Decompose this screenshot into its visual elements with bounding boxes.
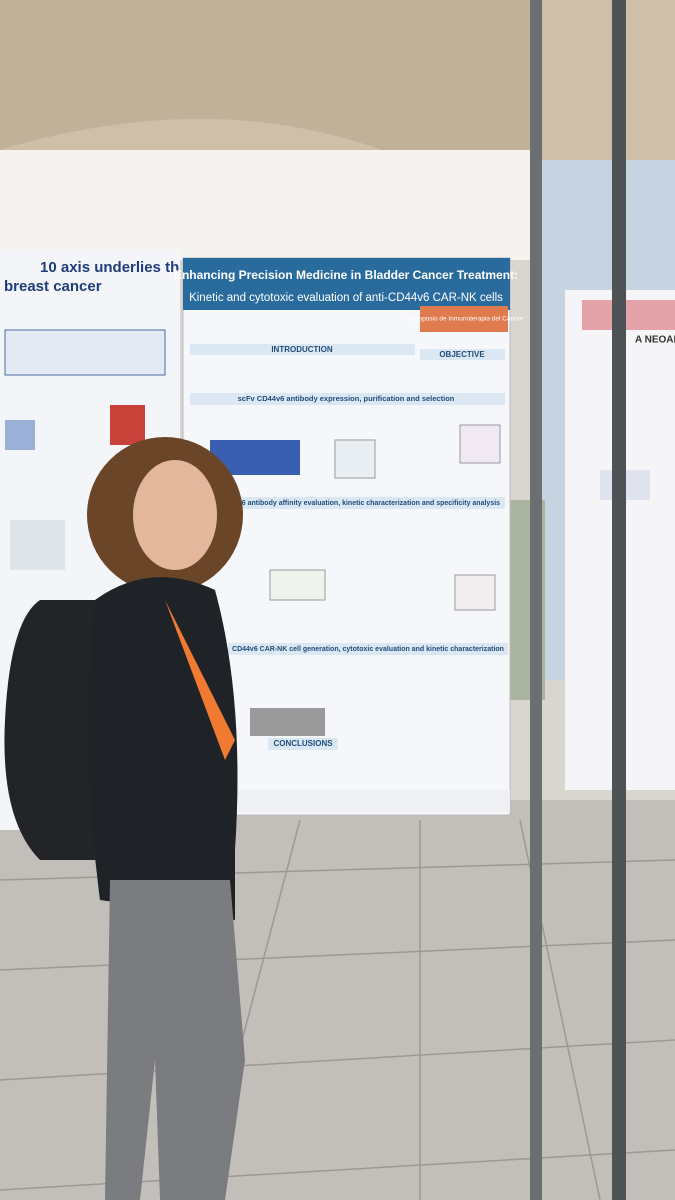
section-header <box>190 393 505 405</box>
poster-figure <box>454 574 496 611</box>
poster-figure <box>250 708 325 736</box>
section-title: INTRODUCTION <box>271 345 333 354</box>
section-title: scFv CD44v6 antibody expression, purific… <box>238 394 455 403</box>
poster-title: breast cancer <box>4 278 102 295</box>
poster-figure <box>334 439 376 479</box>
poster-figure <box>459 424 501 464</box>
glass-frame <box>612 0 626 1200</box>
section-title: CD44v6 antibody affinity evaluation, kin… <box>220 500 500 507</box>
poster-title: Enhancing Precision Medicine in Bladder … <box>174 268 518 282</box>
poster-figure <box>5 420 35 450</box>
section-header <box>268 738 338 750</box>
poster-figure <box>110 405 145 445</box>
badge-text: V Simposio de Inmunoterapia del Cáncer <box>405 316 524 323</box>
glass-frame <box>530 0 542 1200</box>
jeans <box>105 880 245 1200</box>
backpack <box>4 600 111 860</box>
face <box>133 460 217 570</box>
poster-box <box>4 329 166 376</box>
section-header <box>420 349 505 360</box>
poster-title: 10 axis underlies the <box>40 259 188 276</box>
section-title: CD44v6 CAR-NK cell generation, cytotoxic… <box>232 646 504 653</box>
title-bar <box>582 300 675 330</box>
section-title: CONCLUSIONS <box>273 739 333 748</box>
title-bar <box>183 258 510 310</box>
poster-figure <box>10 520 65 570</box>
sky-light <box>0 150 530 260</box>
ceiling-pattern <box>0 0 530 230</box>
section-header <box>190 344 415 355</box>
lanyard <box>150 570 235 760</box>
poster-subtitle: Kinetic and cytotoxic evaluation of anti… <box>189 292 503 304</box>
section-header <box>190 497 505 509</box>
person <box>4 437 245 1200</box>
badge <box>420 306 508 332</box>
jacket <box>88 577 238 920</box>
poster-figure <box>269 569 326 601</box>
poster-title: A NEOANTI <box>635 335 675 346</box>
logo-strip <box>230 790 510 812</box>
section-title: OBJECTIVE <box>439 350 485 359</box>
section-header <box>228 643 508 655</box>
